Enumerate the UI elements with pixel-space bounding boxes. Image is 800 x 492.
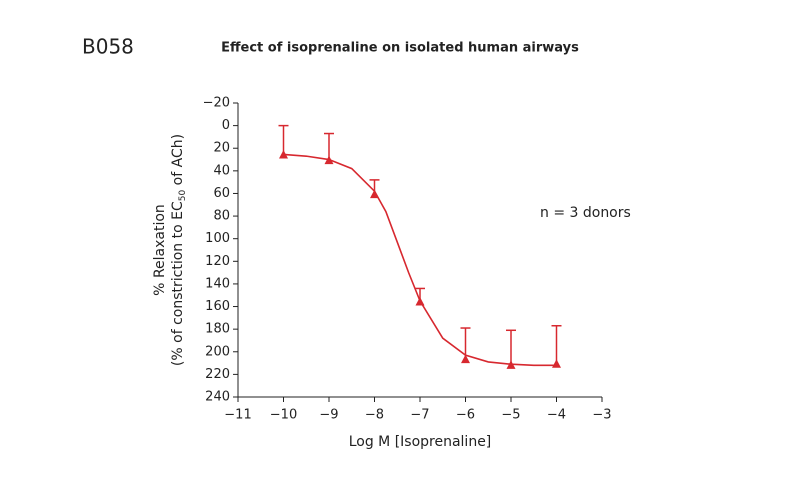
- marker: [552, 359, 561, 368]
- x-tick-label: −9: [319, 408, 338, 423]
- marker: [324, 155, 334, 165]
- y-tick-label: 20: [213, 141, 230, 156]
- y-label-subscript: 50: [178, 190, 188, 202]
- x-tick-label: −10: [270, 408, 297, 423]
- marker: [506, 360, 516, 369]
- y-axis-label-line: % Relaxation: [152, 204, 168, 296]
- marker: [461, 354, 470, 364]
- marker: [370, 189, 379, 199]
- x-tick-label: −3: [592, 408, 611, 423]
- x-tick-label: −7: [410, 408, 429, 423]
- y-axis-label-line: (% of constriction to EC50 of ACh): [170, 134, 188, 366]
- y-tick-label: 40: [213, 163, 230, 178]
- x-tick-label: −8: [365, 408, 384, 423]
- y-tick-label: 220: [205, 367, 230, 382]
- marker: [279, 150, 288, 159]
- x-axis-label: Log M [Isoprenaline]: [349, 434, 492, 450]
- y-tick-label: 180: [205, 322, 230, 337]
- fit-curve: [283, 153, 557, 367]
- x-tick-label: −4: [547, 408, 566, 423]
- annotation: n = 3 donors: [540, 205, 631, 221]
- y-tick-label: 120: [205, 254, 230, 269]
- y-tick-label: 200: [205, 344, 230, 359]
- chart-title: Effect of isoprenaline on isolated human…: [221, 41, 579, 56]
- y-tick-label: −20: [203, 96, 230, 111]
- x-tick-label: −5: [501, 408, 520, 423]
- y-label-part: (% of constriction to EC: [170, 201, 186, 366]
- y-tick-label: 100: [205, 231, 230, 246]
- y-tick-label: 240: [205, 390, 230, 405]
- y-tick-label: 60: [213, 186, 230, 201]
- y-axis-label: % Relaxation (% of constriction to EC50 …: [152, 134, 188, 366]
- y-label-part: of ACh): [170, 134, 186, 190]
- marker: [415, 297, 425, 306]
- y-tick-label: 80: [213, 209, 230, 224]
- figure-code: B058: [82, 35, 134, 59]
- x-tick-label: −11: [224, 408, 251, 423]
- y-tick-label: 140: [205, 276, 230, 291]
- y-tick-label: 160: [205, 299, 230, 314]
- y-tick-label: 0: [222, 118, 230, 133]
- x-tick-label: −6: [456, 408, 475, 423]
